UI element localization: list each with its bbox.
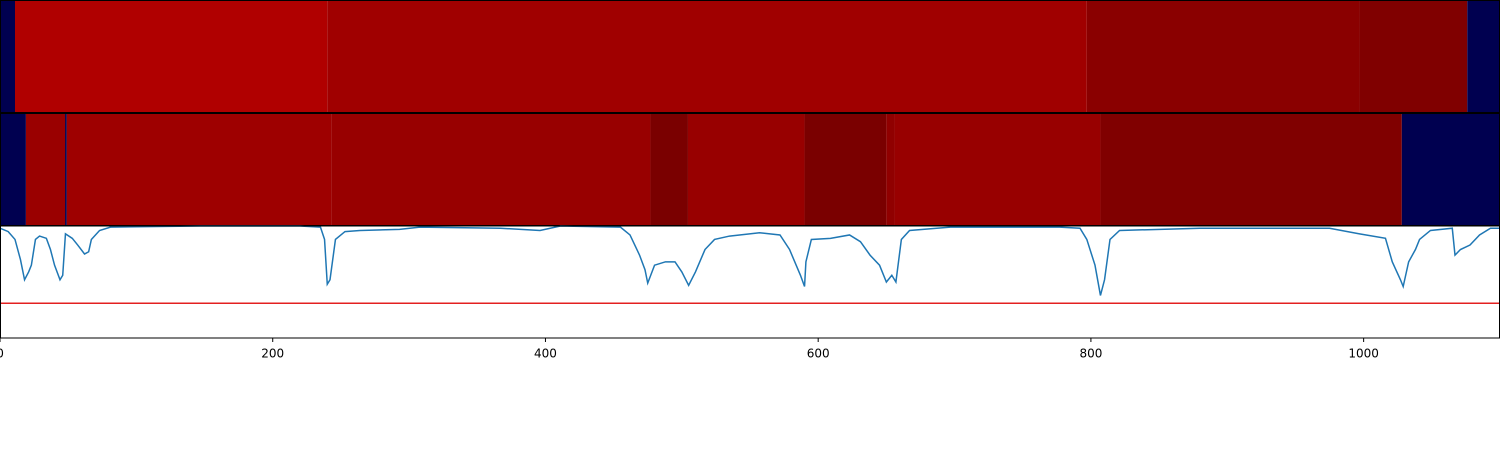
heat-cell [331,113,651,226]
x-tick-label: 600 [807,347,830,361]
x-tick-label: 800 [1079,347,1102,361]
heat-cell [894,113,1101,226]
heat-cell [65,113,67,226]
heat-cell [327,0,1087,113]
x-tick-label: 0 [0,347,4,361]
line-series [0,225,1500,296]
heat-cell [66,113,332,226]
x-tick-label: 1000 [1348,347,1379,361]
x-tick-label: 200 [261,347,284,361]
heat-cell [1467,0,1500,113]
heat-cell [650,113,688,226]
heat-cell [0,113,26,226]
heat-cell [1359,0,1468,113]
heat-cell [25,113,66,226]
heat-cell [687,113,805,226]
x-tick-label: 400 [534,347,557,361]
heat-cell [0,0,15,113]
heat-cell [1401,113,1500,226]
panel-frame [0,225,1500,339]
heat-cell [1086,0,1360,113]
heat-cell [1100,113,1402,226]
heat-cell [15,0,328,113]
heat-cell [886,113,895,226]
heat-cell [804,113,887,226]
